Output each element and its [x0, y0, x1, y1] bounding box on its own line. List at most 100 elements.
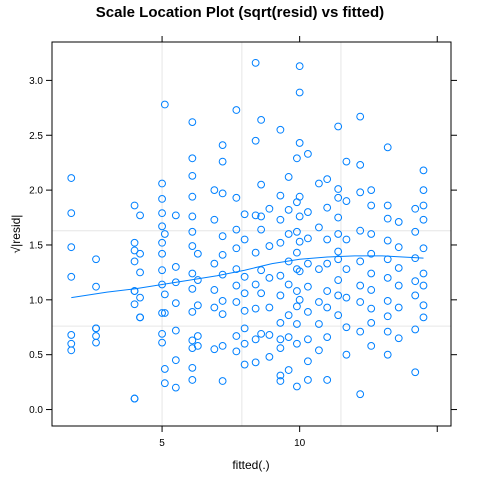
data-point-153	[293, 382, 301, 391]
data-point-85	[218, 342, 227, 350]
data-point-133	[276, 344, 285, 353]
data-point-126	[276, 191, 285, 200]
data-point-236	[411, 204, 420, 213]
data-point-129	[276, 271, 285, 280]
data-point-250	[419, 301, 428, 310]
data-point-241	[411, 325, 420, 334]
data-point-114	[257, 212, 266, 221]
data-point-172	[315, 223, 323, 232]
data-point-95	[232, 347, 241, 356]
data-point-66	[193, 249, 202, 258]
data-point-147	[293, 248, 301, 257]
data-point-4	[67, 331, 76, 339]
data-point-82	[218, 270, 227, 279]
data-point-155	[295, 88, 304, 97]
data-point-160	[295, 267, 304, 276]
data-point-217	[367, 304, 376, 313]
data-point-10	[92, 332, 100, 340]
data-point-25	[136, 293, 144, 302]
data-point-44	[160, 379, 169, 388]
data-point-108	[251, 280, 260, 289]
data-point-137	[284, 205, 293, 214]
data-point-8	[92, 282, 100, 291]
data-point-239	[411, 277, 420, 286]
smooth-layer	[71, 255, 424, 299]
data-point-78	[218, 157, 227, 166]
data-point-249	[419, 281, 428, 290]
data-point-41	[160, 290, 169, 299]
data-point-211	[367, 186, 376, 195]
data-point-190	[334, 247, 343, 256]
data-point-100	[240, 306, 249, 315]
data-point-162	[304, 150, 312, 158]
data-point-135	[276, 377, 285, 385]
data-point-24	[136, 268, 144, 277]
y-tick-label-3: 1.5	[29, 240, 43, 251]
data-point-2	[67, 243, 76, 252]
data-point-89	[232, 225, 241, 234]
data-point-215	[367, 269, 376, 278]
data-point-130	[276, 291, 285, 300]
data-point-154	[295, 62, 304, 71]
data-point-75	[210, 303, 219, 312]
data-point-122	[265, 303, 274, 312]
data-point-80	[218, 232, 227, 241]
data-point-174	[315, 298, 323, 306]
data-point-219	[367, 342, 376, 350]
data-point-218	[367, 318, 376, 327]
data-point-86	[218, 377, 227, 385]
data-point-65	[188, 376, 197, 384]
data-point-5	[67, 339, 76, 348]
data-point-13	[130, 201, 139, 210]
data-point-216	[367, 286, 376, 294]
data-point-225	[383, 273, 392, 282]
data-point-52	[188, 118, 197, 126]
data-point-202	[356, 112, 365, 121]
data-point-131	[276, 318, 285, 327]
data-point-56	[188, 212, 197, 221]
data-point-166	[304, 282, 312, 291]
data-point-68	[193, 301, 202, 310]
data-point-31	[158, 222, 166, 231]
data-point-1	[67, 209, 76, 218]
data-point-69	[193, 332, 202, 340]
data-point-112	[257, 115, 266, 124]
data-point-53	[188, 154, 197, 163]
data-point-84	[218, 310, 227, 318]
data-point-98	[240, 272, 249, 281]
data-point-223	[383, 236, 392, 245]
data-point-76	[210, 345, 219, 354]
data-point-194	[334, 311, 343, 320]
data-point-46	[171, 263, 180, 271]
data-point-228	[383, 327, 392, 336]
data-point-163	[304, 208, 312, 216]
data-point-142	[284, 333, 293, 342]
data-point-152	[293, 339, 301, 348]
data-point-36	[158, 309, 166, 317]
data-point-206	[356, 257, 365, 266]
data-point-224	[383, 255, 392, 264]
data-point-180	[323, 259, 332, 268]
data-point-77	[218, 141, 227, 150]
data-point-176	[315, 346, 323, 355]
data-point-151	[293, 320, 301, 328]
data-point-34	[158, 266, 166, 275]
data-point-101	[240, 324, 249, 333]
data-point-230	[394, 218, 403, 226]
data-point-248	[419, 269, 428, 278]
data-point-55	[188, 192, 197, 201]
data-point-15	[130, 246, 139, 255]
data-point-169	[304, 357, 312, 366]
data-point-70	[193, 342, 202, 350]
data-point-247	[419, 244, 428, 253]
data-point-21	[130, 394, 139, 403]
data-point-47	[171, 278, 180, 287]
data-point-83	[218, 297, 227, 305]
data-point-33	[158, 249, 166, 258]
data-point-173	[315, 265, 323, 274]
data-point-201	[342, 350, 351, 359]
data-point-175	[315, 320, 323, 328]
data-point-246	[419, 215, 428, 224]
data-point-195	[342, 157, 351, 166]
